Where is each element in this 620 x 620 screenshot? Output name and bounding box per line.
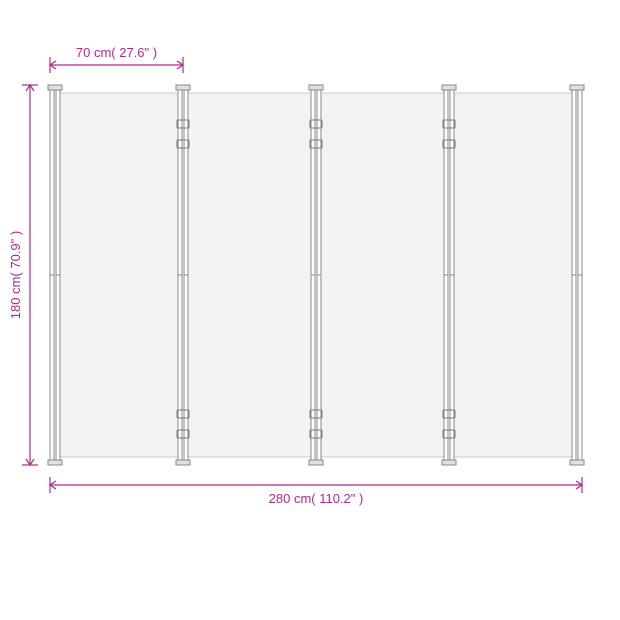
frame-post [309,85,323,465]
frame-post [48,85,62,465]
frame-post [176,85,190,465]
hinge-group [310,120,322,438]
panel [454,93,572,457]
dimension-horizontal: 280 cm( 110.2" ) [50,477,582,506]
panel [188,93,311,457]
dimension-horizontal: 70 cm( 27.6" ) [50,45,183,73]
dimension-vertical: 180 cm( 70.9" ) [8,85,38,465]
dimension-label: 70 cm( 27.6" ) [76,45,157,60]
frame-post [570,85,584,465]
room-divider [48,85,584,465]
panel [60,93,178,457]
frame-post [442,85,456,465]
hinge-group [177,120,189,438]
hinge-group [443,120,455,438]
dimension-label: 280 cm( 110.2" ) [269,491,364,506]
dimension-label: 180 cm( 70.9" ) [8,231,23,319]
panel [321,93,444,457]
